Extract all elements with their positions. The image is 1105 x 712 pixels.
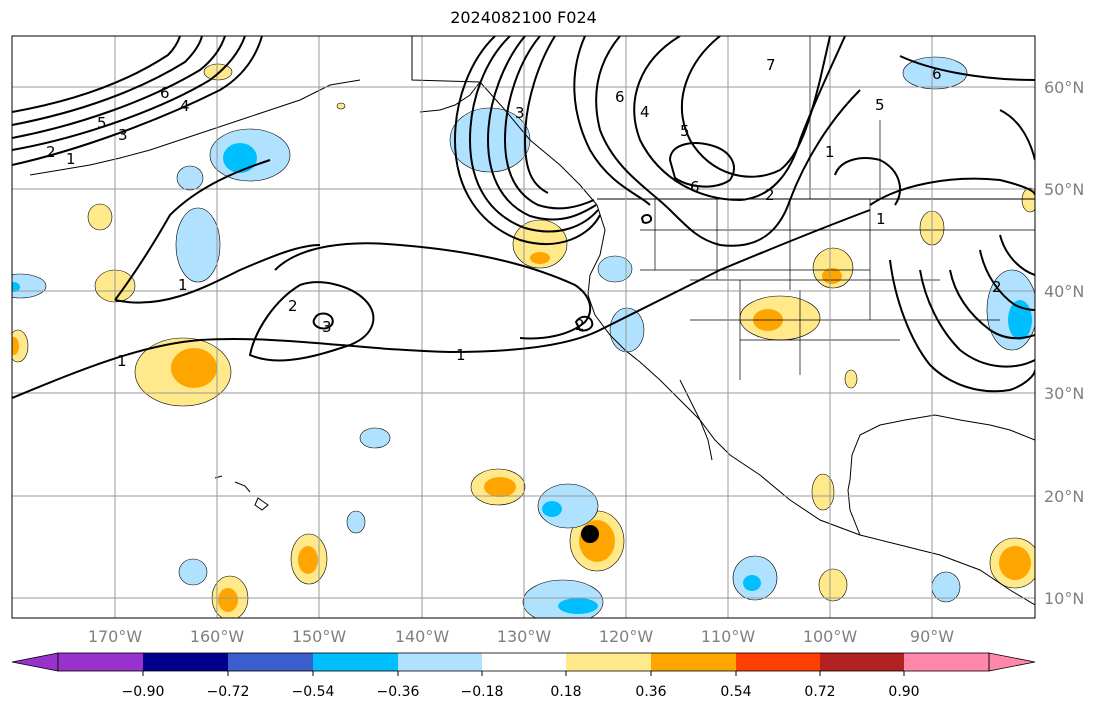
colorbar-tick-label: 0.54 [720, 684, 751, 700]
contour-label: 7 [766, 56, 776, 74]
contour-label: 4 [640, 103, 650, 121]
longitude-labels: 170°W 160°W 150°W 140°W 130°W 120°W 110°… [88, 627, 954, 646]
lon-label: 140°W [395, 627, 450, 646]
colorbar-tick-label: −0.54 [292, 684, 335, 700]
colorbar-tick-label: −0.18 [461, 684, 504, 700]
lat-label: 40°N [1044, 282, 1084, 301]
contour-label: 1 [825, 143, 835, 161]
contour-label: 2 [992, 278, 1002, 296]
contour-label: 6 [615, 88, 625, 106]
contour-label: 5 [97, 114, 107, 132]
anomaly-shading [12, 56, 1035, 618]
coastlines [29, 36, 1035, 606]
contour-label: 5 [680, 122, 690, 140]
contour-label: 3 [322, 318, 332, 336]
colorbar: −0.90 −0.72 −0.54 −0.36 −0.18 0.18 0.36 … [11, 652, 1036, 700]
lon-label: 120°W [599, 627, 654, 646]
contour-label: 2 [46, 143, 56, 161]
colorbar-segment [313, 653, 398, 671]
colorbar-segment [398, 653, 482, 671]
colorbar-tick-label: 0.36 [635, 684, 666, 700]
contour-label: 2 [288, 297, 298, 315]
map-frame [11, 35, 1036, 619]
lon-label: 100°W [803, 627, 858, 646]
contour-label: 6 [932, 65, 942, 83]
contour-label: 2 [765, 186, 775, 204]
contour-label: 1 [117, 352, 127, 370]
colorbar-tick-label: 0.72 [804, 684, 835, 700]
contour-label-group: 6 4 5 3 2 1 1 2 3 1 2 3 6 4 5 6 7 2 1 1 … [46, 56, 1002, 370]
colorbar-segment [736, 653, 820, 671]
lat-label: 60°N [1044, 78, 1084, 97]
colorbar-segment [482, 653, 566, 671]
lon-label: 150°W [292, 627, 347, 646]
contour-lines [12, 36, 1035, 399]
colorbar-tick-label: −0.72 [207, 684, 250, 700]
colorbar-segment [228, 653, 313, 671]
colorbar-outline [57, 652, 990, 672]
lon-label: 170°W [88, 627, 143, 646]
contour-label: 5 [875, 96, 885, 114]
colorbar-segment [143, 653, 228, 671]
lat-label: 30°N [1044, 384, 1084, 403]
colorbar-tick-label: −0.36 [377, 684, 420, 700]
colorbar-tick-label: 0.90 [888, 684, 919, 700]
colorbar-segment [651, 653, 736, 671]
contour-label: 2 [575, 316, 585, 334]
lat-label: 50°N [1044, 180, 1084, 199]
colorbar-segment [566, 653, 651, 671]
map-title: 2024082100 F024 [450, 8, 597, 27]
colorbar-max-extend [988, 652, 1036, 672]
colorbar-tick-label: 0.18 [550, 684, 581, 700]
contour-label: 1 [66, 150, 76, 168]
latitude-labels: 60°N 50°N 40°N 30°N 20°N 10°N [1044, 78, 1084, 608]
colorbar-min-extend [11, 652, 59, 672]
contour-label: 1 [178, 276, 188, 294]
colorbar-segment [820, 653, 904, 671]
contour-label: 1 [456, 346, 466, 364]
lon-label: 110°W [701, 627, 756, 646]
contour-label: 6 [690, 178, 700, 196]
contour-label: 3 [515, 104, 525, 122]
lon-label: 90°W [910, 627, 954, 646]
contour-label: 3 [118, 126, 128, 144]
colorbar-tick-label: −0.90 [122, 684, 165, 700]
contour-label: 4 [180, 97, 190, 115]
lon-label: 130°W [497, 627, 552, 646]
colorbar-segment [904, 653, 989, 671]
lat-label: 20°N [1044, 487, 1084, 506]
lat-label: 10°N [1044, 589, 1084, 608]
graticule [12, 36, 1035, 618]
colorbar-segment [58, 653, 143, 671]
hurricane-center-dot [581, 525, 599, 543]
contour-label: 6 [160, 84, 170, 102]
contour-label: 1 [876, 210, 886, 228]
lon-label: 160°W [190, 627, 245, 646]
